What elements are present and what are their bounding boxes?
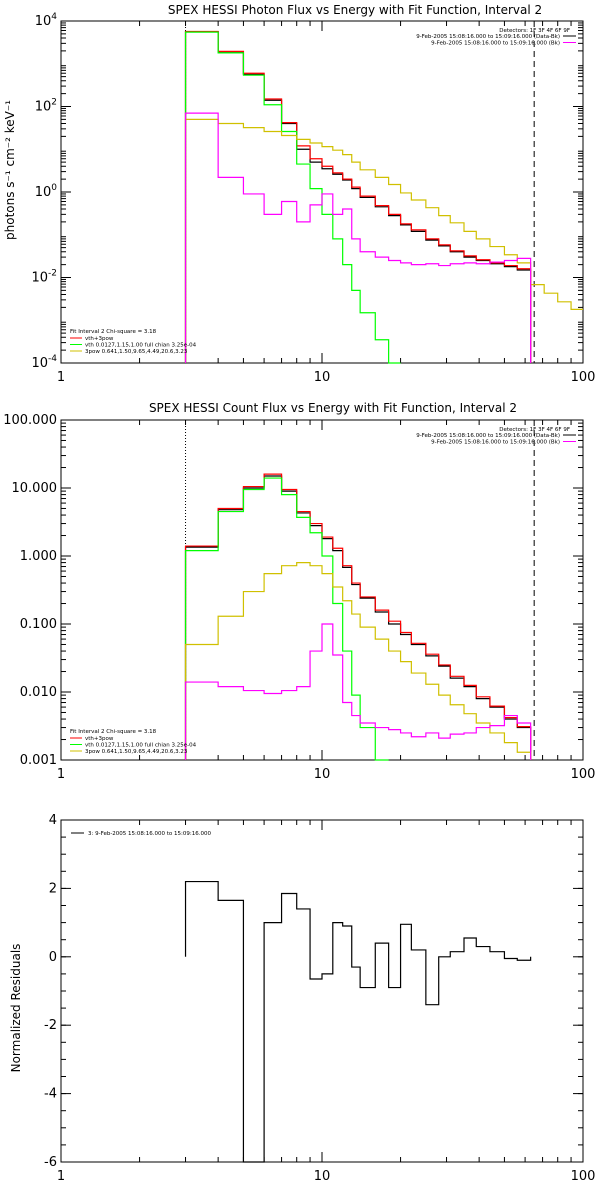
count-flux-detectors: Detectors: 1F 3F 4F 6F 9F — [499, 427, 570, 433]
series-3-line — [184, 118, 583, 363]
x-tick-label: 10 — [314, 1169, 331, 1184]
interval-entry: 9-Feb-2005 15:08:16.000 to 15:09:16.000 … — [416, 433, 560, 439]
residuals-panel: Normalized Residuals 1 10 100 4 2 0 -2 -4 -6 3: … — [9, 813, 595, 1184]
photon-flux-detectors: Detectors: 1F 3F 4F 6F 9F — [499, 28, 570, 34]
series-3-line — [184, 561, 532, 760]
y-tick-label: 102 — [35, 98, 57, 115]
x-tick-label: 10 — [314, 767, 331, 782]
x-tick-label: 100 — [571, 1169, 596, 1184]
y-tick-label: 0.001 — [20, 753, 57, 768]
y-tick-label: -4 — [44, 1087, 57, 1102]
interval-entry: 9-Feb-2005 15:08:16.000 to 15:09:16.000 … — [416, 34, 560, 40]
count-flux-marks: 1 10 100 100.000 10.000 1.000 0.100 0.010 0.001 — [3, 413, 595, 782]
y-tick-label: 100.000 — [3, 413, 57, 428]
y-tick-label: 0 — [49, 950, 57, 965]
series-1-line — [184, 30, 532, 363]
series-0-line — [184, 475, 532, 760]
y-tick-label: 0.100 — [20, 617, 57, 632]
photon-flux-ylabel: photons s⁻¹ cm⁻² keV⁻¹ — [3, 100, 17, 240]
y-tick-label: 10-2 — [31, 269, 57, 286]
interval-entry: 9-Feb-2005 15:08:16.000 to 15:09:16.000 … — [431, 41, 560, 47]
residuals-ylabel: Normalized Residuals — [9, 944, 23, 1073]
x-tick-label: 1 — [57, 1169, 65, 1184]
y-tick-label: 10.000 — [12, 481, 58, 496]
photon-flux-interval-legend: 9-Feb-2005 15:08:16.000 to 15:09:16.000 … — [416, 34, 576, 47]
count-flux-panel: SPEX HESSI Count Flux vs Energy with Fit… — [3, 401, 595, 782]
legend-entry: 3pow 0.641,1.50,9.65,4.49,20.6,3.23 — [85, 349, 188, 355]
series-4-line — [184, 623, 532, 760]
legend-entry: vth+3pow — [85, 336, 114, 342]
y-tick-label: -6 — [44, 1155, 57, 1170]
count-flux-fit-text: Fit Interval 2 Chi-square = 3.18 — [70, 729, 157, 735]
series-0-line — [184, 880, 532, 1163]
photon-flux-fit-text: Fit Interval 2 Chi-square = 3.18 — [70, 329, 157, 335]
y-tick-label: 10-4 — [31, 354, 57, 371]
x-tick-label: 100 — [571, 370, 596, 385]
y-tick-label: 0.010 — [20, 685, 57, 700]
interval-entry: 9-Feb-2005 15:08:16.000 to 15:09:16.000 … — [431, 440, 560, 446]
x-tick-label: 1 — [57, 767, 65, 782]
y-tick-label: 2 — [49, 881, 57, 896]
legend-entry: vth 0.0127,1.15,1.00 full chian 3.25e-04 — [85, 743, 197, 749]
residuals-plot-frame — [60, 819, 584, 1163]
series-4-line — [184, 112, 532, 363]
photon-flux-title: SPEX HESSI Photon Flux vs Energy with Fi… — [168, 3, 542, 17]
series-0-line — [184, 31, 532, 363]
y-tick-label: 1.000 — [20, 549, 57, 564]
residuals-interval-label: 3: 9-Feb-2005 15:08:16.000 to 15:09:16.0… — [88, 831, 211, 837]
x-tick-label: 1 — [57, 370, 65, 385]
residuals-marks: 1 10 100 4 2 0 -2 -4 -6 — [44, 813, 595, 1184]
legend-entry: vth+3pow — [85, 736, 114, 742]
series-2-line — [184, 31, 401, 364]
y-tick-label: 100 — [35, 183, 58, 200]
count-flux-interval-legend: 9-Feb-2005 15:08:16.000 to 15:09:16.000 … — [416, 433, 576, 446]
y-tick-label: 4 — [49, 813, 57, 828]
series-1-line — [184, 473, 532, 760]
legend-entry: 3pow 0.641,1.50,9.65,4.49,20.6,3.23 — [85, 749, 188, 755]
x-tick-label: 100 — [571, 767, 596, 782]
y-tick-label: -2 — [44, 1018, 57, 1033]
legend-entry: vth 0.0127,1.15,1.00 full chian 3.25e-04 — [85, 343, 197, 349]
y-tick-label: 104 — [35, 12, 58, 29]
x-tick-label: 10 — [314, 370, 331, 385]
series-2-line — [184, 477, 389, 761]
photon-flux-panel: SPEX HESSI Photon Flux vs Energy with Fi… — [3, 3, 595, 385]
count-flux-title: SPEX HESSI Count Flux vs Energy with Fit… — [149, 401, 517, 415]
